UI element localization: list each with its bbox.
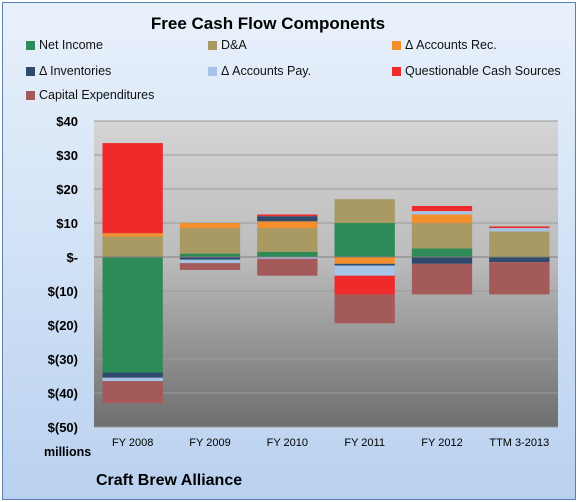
bar-segment bbox=[334, 223, 395, 257]
bar-segment bbox=[257, 214, 318, 217]
bar-segment bbox=[411, 214, 473, 223]
company-name: Craft Brew Alliance bbox=[96, 472, 243, 489]
bar-segment bbox=[179, 253, 241, 257]
bar-segment bbox=[334, 275, 395, 295]
bar-segment bbox=[102, 257, 163, 373]
bar-segment bbox=[179, 228, 241, 254]
y-tick-label: $(10) bbox=[48, 284, 78, 299]
bar-segment bbox=[257, 257, 318, 259]
bar-segment bbox=[179, 259, 241, 264]
x-tick-label: FY 2008 bbox=[112, 437, 153, 449]
legend-label: Capital Expenditures bbox=[39, 88, 155, 102]
x-tick-label: FY 2010 bbox=[267, 437, 308, 449]
legend-item-accounts-rec: Δ Accounts Rec. bbox=[392, 38, 497, 52]
bar-segment bbox=[257, 258, 318, 276]
legend-swatch bbox=[208, 66, 217, 76]
units-label: millions bbox=[44, 445, 92, 459]
bar-segment bbox=[102, 236, 163, 257]
legend-swatch bbox=[26, 90, 35, 100]
bar-segment bbox=[411, 248, 473, 257]
bar-segment bbox=[334, 263, 395, 266]
x-tick-label: TTM 3-2013 bbox=[489, 437, 549, 449]
y-tick-label: $- bbox=[66, 250, 78, 265]
bar-segment bbox=[334, 265, 395, 276]
plot-area bbox=[94, 121, 558, 427]
legend-label: Δ Accounts Pay. bbox=[221, 64, 312, 78]
legend-label: Δ Inventories bbox=[39, 64, 112, 78]
bar-segment bbox=[257, 251, 318, 257]
legend-item-accounts-pay: Δ Accounts Pay. bbox=[208, 64, 311, 78]
bar-segment bbox=[411, 211, 473, 215]
x-tick-label: FY 2011 bbox=[344, 437, 385, 449]
legend-label: Δ Accounts Rec. bbox=[405, 38, 497, 52]
bar-segment bbox=[411, 257, 473, 264]
legend-item-net-income: Net Income bbox=[26, 38, 103, 52]
bar-segment bbox=[489, 228, 550, 232]
legend-item-questionable-cash: Questionable Cash Sources bbox=[392, 64, 561, 78]
bar-segment bbox=[489, 257, 550, 263]
bar-segment bbox=[334, 257, 395, 264]
legend-item-da: D&A bbox=[208, 38, 247, 52]
bar-segment bbox=[489, 226, 550, 229]
y-tick-label: $30 bbox=[56, 148, 78, 163]
chart-title: Free Cash Flow Components bbox=[150, 14, 386, 33]
bar-segment bbox=[102, 381, 163, 404]
y-tick-label: $10 bbox=[56, 216, 78, 231]
legend-swatch bbox=[26, 40, 35, 50]
y-tick-label: $(30) bbox=[48, 352, 78, 367]
y-tick-label: $(40) bbox=[48, 386, 78, 401]
legend-item-inventories: Δ Inventories bbox=[26, 64, 111, 78]
bar-segment bbox=[334, 294, 395, 324]
bar-segment bbox=[489, 231, 550, 257]
bar-segment bbox=[102, 233, 163, 237]
bar-segment bbox=[411, 206, 473, 212]
legend-label: Questionable Cash Sources bbox=[405, 64, 561, 78]
bar-segment bbox=[102, 143, 163, 234]
bar-segment bbox=[179, 257, 241, 260]
bar-segment bbox=[257, 228, 318, 252]
x-tick-label: FY 2009 bbox=[189, 437, 230, 449]
legend-label: Net Income bbox=[39, 38, 103, 52]
legend-swatch bbox=[26, 66, 35, 76]
legend-swatch bbox=[392, 66, 401, 76]
y-tick-label: $(20) bbox=[48, 318, 78, 333]
legend-item-capex: Capital Expenditures bbox=[26, 88, 154, 102]
y-tick-label: $(50) bbox=[48, 420, 78, 435]
y-tick-label: $20 bbox=[56, 182, 78, 197]
bar-segment bbox=[489, 262, 550, 295]
legend-swatch bbox=[208, 40, 217, 50]
bar-segment bbox=[411, 223, 473, 249]
bar-segment bbox=[334, 199, 395, 223]
bar-segment bbox=[257, 216, 318, 222]
bar-segment bbox=[102, 372, 163, 378]
y-tick-label: $40 bbox=[56, 114, 78, 129]
bar-segment bbox=[179, 223, 241, 229]
legend-swatch bbox=[392, 40, 401, 50]
legend-label: D&A bbox=[221, 38, 247, 52]
bar-segment bbox=[179, 263, 241, 270]
bar-segment bbox=[411, 263, 473, 295]
x-tick-label: FY 2012 bbox=[421, 437, 462, 449]
bar-segment bbox=[257, 221, 318, 229]
bar-segment bbox=[102, 377, 163, 382]
